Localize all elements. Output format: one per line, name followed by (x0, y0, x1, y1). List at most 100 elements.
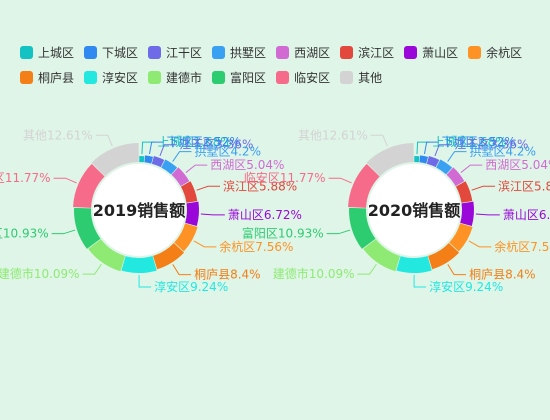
label-leader-line (423, 141, 439, 155)
donut-slice[interactable] (426, 156, 440, 168)
donut-slice[interactable] (91, 143, 139, 177)
legend-swatch (84, 45, 98, 59)
legend-swatch (148, 45, 162, 59)
donut-slice[interactable] (153, 242, 185, 270)
slice-label: 桐庐县8.4% (469, 267, 536, 282)
label-leader-line (434, 144, 452, 157)
donut-slice[interactable] (73, 207, 101, 249)
legend-item[interactable]: 上城区 (20, 44, 74, 60)
label-leader-line (471, 185, 496, 191)
slice-label: 拱墅区4.2% (194, 145, 260, 159)
donut-slice[interactable] (348, 207, 376, 249)
donut-slice[interactable] (171, 167, 190, 187)
donut-slice[interactable] (366, 143, 414, 177)
legend-item[interactable]: 富阳区 (212, 69, 266, 85)
legend-label: 下城区 (102, 45, 139, 60)
label-leader-line (95, 134, 113, 147)
label-leader-line (159, 144, 177, 157)
slice-label: 江干区3.36% (454, 138, 528, 152)
slice-label: 富阳区10.93% (0, 226, 49, 241)
legend-label: 西湖区 (294, 45, 331, 60)
slice-label: 下城区2.52% (167, 135, 241, 149)
legend-swatch (84, 70, 98, 84)
donut-slice[interactable] (121, 256, 157, 273)
legend-item[interactable]: 萧山区 (404, 44, 458, 60)
slice-label: 滨江区5.88% (498, 178, 550, 193)
donut-slice[interactable] (151, 156, 165, 168)
legend-swatch (212, 45, 226, 59)
label-leader-line (53, 177, 77, 184)
donut-slice[interactable] (363, 239, 401, 272)
donut-slice[interactable] (348, 163, 380, 208)
label-leader-line (370, 134, 388, 147)
label-leader-line (200, 213, 225, 216)
slice-label: 萧山区6.72% (503, 208, 550, 222)
legend-item[interactable]: 其他 (340, 69, 382, 85)
legend-label: 拱墅区 (230, 45, 267, 60)
legend-item[interactable]: 临安区 (276, 69, 330, 85)
slice-label: 萧山区6.72% (228, 208, 302, 222)
label-leader-line (416, 141, 430, 155)
legend-label: 上城区 (38, 45, 75, 60)
slice-label: 西湖区5.04% (210, 157, 284, 172)
legend-label: 桐庐县 (38, 70, 75, 85)
donut-slice[interactable] (396, 256, 432, 273)
donut-slice[interactable] (174, 223, 198, 252)
donut-slice[interactable] (88, 239, 126, 272)
slice-label: 桐庐县8.4% (194, 267, 261, 282)
donut-slice[interactable] (144, 155, 154, 164)
donut-slice[interactable] (180, 181, 198, 203)
label-leader-line (82, 263, 102, 275)
legend-swatch (212, 70, 226, 84)
legend-swatch (20, 70, 33, 84)
donut-slice[interactable] (455, 181, 473, 203)
label-leader-line (51, 229, 76, 235)
legend-item[interactable]: 滨江区 (340, 44, 394, 60)
legend-item[interactable]: 桐庐县 (20, 69, 74, 85)
legend-item[interactable]: 余杭区 (468, 44, 522, 60)
label-leader-line (475, 213, 500, 216)
donut-slice[interactable] (460, 201, 474, 227)
donut-slice[interactable] (419, 155, 429, 164)
donut-chart-2: 上城区1.68%下城区2.52%江干区3.36%拱墅区4.2%西湖区5.04% 滨… (242, 128, 550, 294)
legend-label: 江干区 (166, 45, 203, 60)
donut-slice[interactable] (414, 156, 420, 163)
legend-item[interactable]: 西湖区 (276, 44, 330, 60)
legend-swatch (404, 45, 418, 59)
legend-item[interactable]: 下城区 (84, 44, 138, 60)
legend-item[interactable]: 淳安区 (84, 69, 138, 85)
donut-slice[interactable] (449, 223, 473, 252)
donut-slice[interactable] (73, 163, 105, 208)
label-leader-line (328, 177, 352, 184)
donut-slice[interactable] (446, 167, 465, 187)
legend-swatch (340, 45, 354, 59)
donut-slice[interactable] (161, 159, 178, 175)
slice-label: 西湖区5.04% (485, 157, 550, 172)
slice-label: 江干区3.36% (179, 138, 253, 152)
slice-label: 临安区11.77% (244, 170, 326, 185)
slice-label: 滨江区5.88% (223, 178, 297, 193)
label-leader-line (172, 151, 192, 162)
legend-swatch (148, 70, 162, 84)
donut-slice[interactable] (185, 201, 199, 227)
legend-label: 滨江区 (358, 45, 395, 60)
slice-label: 富阳区10.93% (242, 226, 324, 241)
legend-item[interactable]: 江干区 (148, 44, 202, 60)
legend-label: 萧山区 (422, 45, 459, 60)
legend-item[interactable]: 拱墅区 (212, 44, 266, 60)
legend-item[interactable]: 建德市 (148, 69, 202, 85)
slice-label: 余杭区7.56% (494, 239, 550, 254)
legend-swatch (20, 45, 33, 59)
donut-slice[interactable] (428, 242, 460, 270)
slice-label: 建德市10.09% (273, 266, 355, 281)
legend-label: 临安区 (294, 70, 331, 85)
slice-label: 下城区2.52% (442, 135, 516, 149)
legend-swatch (340, 70, 354, 84)
donut-slice[interactable] (139, 156, 145, 163)
chart-legend: 上城区 下城区 江干区 拱墅区 西湖区 滨江区 萧山区 余杭区桐庐县 淳安区 建德市 富阳区 临安区 其… (20, 44, 540, 85)
legend-label: 富阳区 (230, 70, 267, 85)
donut-center (368, 164, 460, 256)
donut-slice[interactable] (436, 159, 453, 175)
slice-label: 其他12.61% (298, 128, 368, 142)
